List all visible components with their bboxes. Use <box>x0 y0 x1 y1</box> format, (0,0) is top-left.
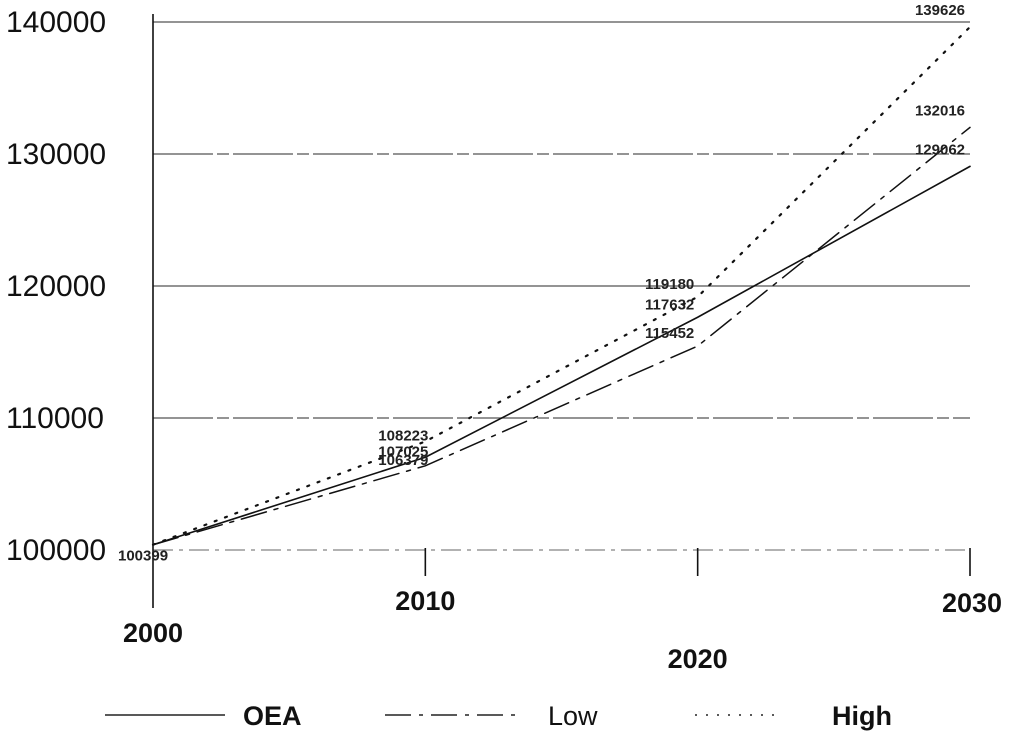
x-tick-label: 2020 <box>668 644 728 674</box>
legend-label-oea: OEA <box>243 701 302 731</box>
legend-label-high: High <box>832 701 892 731</box>
data-label: 107025 <box>378 443 428 460</box>
x-tick-label: 2000 <box>123 618 183 648</box>
data-label: 108223 <box>378 427 428 444</box>
gridlines <box>153 21 970 551</box>
y-tick-label: 110000 <box>6 402 104 435</box>
series-lines <box>151 25 972 546</box>
data-label: 132016 <box>915 102 965 119</box>
y-tick-label: 140000 <box>6 6 106 39</box>
data-label: 139626 <box>915 2 965 19</box>
x-axis-ticks: 2000 2010 2020 2030 <box>123 548 1002 674</box>
y-tick-label: 100000 <box>6 534 106 567</box>
data-label: 106379 <box>378 452 428 469</box>
y-tick-label: 120000 <box>6 270 106 303</box>
x-tick-label: 2010 <box>395 586 455 616</box>
data-label: 117632 <box>645 296 694 313</box>
data-label: 115452 <box>645 325 694 342</box>
series-line-high <box>151 25 972 546</box>
data-label: 129062 <box>915 141 965 158</box>
series-line-oea <box>152 165 971 546</box>
legend-label-low: Low <box>548 701 598 731</box>
data-labels: 100399 107025 117632 129062 106379 115452 1320… <box>118 2 965 565</box>
y-tick-label: 130000 <box>6 138 106 171</box>
data-label: 100399 <box>118 548 168 565</box>
x-tick-label: 2030 <box>942 588 1002 618</box>
series-line-low <box>152 126 971 546</box>
y-axis-ticks: 100000 110000 120000 130000 140000 <box>6 6 106 567</box>
data-label: 119180 <box>645 276 694 293</box>
legend: OEA Low High <box>105 701 892 731</box>
